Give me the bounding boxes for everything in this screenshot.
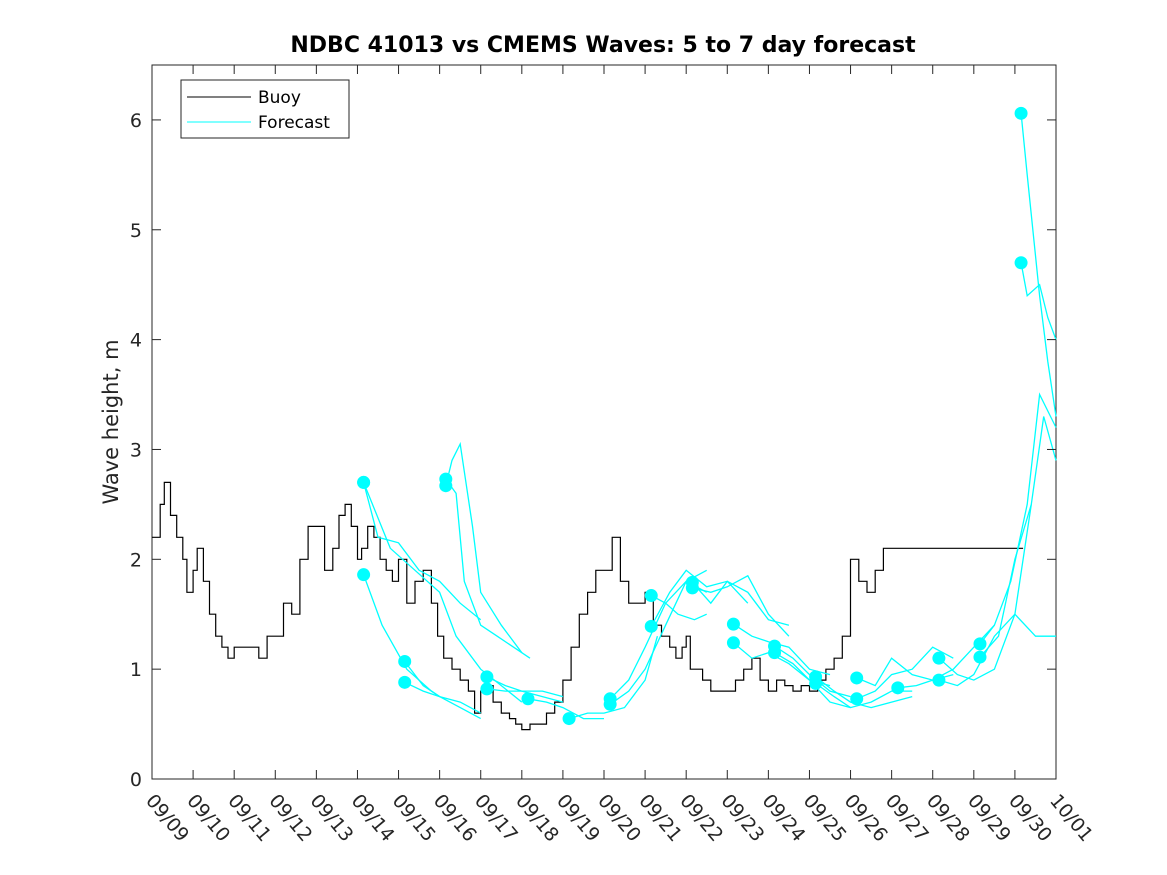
forecast-start-marker-10 — [521, 692, 535, 706]
x-tick-label: 09/25 — [799, 790, 851, 846]
forecast-start-marker-27 — [932, 651, 946, 665]
legend-buoy-label: Buoy — [258, 88, 301, 108]
x-tick-label: 09/12 — [264, 790, 316, 846]
forecast-start-marker-11 — [562, 712, 576, 726]
x-tick-label: 09/10 — [182, 790, 234, 846]
y-tick-label: 0 — [130, 769, 142, 791]
forecast-start-marker-8 — [480, 670, 494, 684]
forecast-series-line-16 — [692, 574, 790, 637]
forecast-start-marker-7 — [439, 479, 453, 493]
forecast-start-marker-28 — [932, 673, 946, 687]
forecast-series-line-28 — [938, 613, 1056, 687]
forecast-series-line-31 — [1020, 113, 1057, 417]
forecast-start-marker-1 — [357, 568, 371, 582]
forecast-start-marker-25 — [850, 692, 864, 706]
x-tick-label: 09/15 — [388, 790, 440, 846]
legend-forecast-label: Forecast — [258, 113, 330, 133]
forecast-start-marker-5 — [398, 675, 412, 689]
forecast-series-line-17 — [691, 580, 790, 626]
x-tick-label: 09/24 — [758, 790, 810, 846]
x-tick-label: 09/09 — [141, 790, 193, 846]
plot-area — [151, 64, 1057, 780]
y-axis-label: Wave height, m — [99, 339, 123, 504]
forecast-start-marker-26 — [891, 681, 905, 695]
forecast-series-line-29 — [979, 392, 1057, 645]
x-tick-label: 09/27 — [881, 790, 933, 846]
axes-box — [151, 64, 1057, 780]
forecast-series-line-6 — [445, 478, 531, 659]
chart-title: NDBC 41013 vs CMEMS Waves: 5 to 7 day fo… — [290, 33, 916, 58]
legend-box — [180, 79, 350, 139]
y-axis: 0 1 2 3 4 5 6 — [130, 110, 1056, 791]
forecast-start-marker-4 — [398, 654, 412, 668]
forecast-start-marker-29 — [973, 637, 987, 651]
forecast-series-line-30 — [979, 416, 1057, 658]
x-tick-label: 09/11 — [223, 790, 275, 846]
y-tick-label: 5 — [130, 220, 142, 242]
buoy-series-line — [152, 481, 1024, 731]
forecast-series-line-7 — [445, 441, 523, 654]
forecast-start-marker-13 — [603, 692, 617, 706]
forecast-series-line-3 — [362, 482, 523, 703]
x-tick-label: 09/17 — [470, 790, 522, 846]
forecast-start-marker-24 — [850, 671, 864, 685]
forecast-series-line-11 — [568, 636, 659, 720]
forecast-start-marker-15 — [644, 619, 658, 633]
y-tick-label: 6 — [130, 110, 142, 132]
forecast-start-marker-19 — [726, 636, 740, 650]
forecast-start-marker-32 — [1014, 256, 1028, 270]
forecast-series-line-14 — [650, 595, 707, 621]
forecast-start-marker-21 — [768, 646, 782, 660]
x-tick-label: 09/18 — [511, 790, 563, 846]
y-tick-label: 4 — [130, 330, 142, 352]
x-tick-label: 09/14 — [347, 790, 399, 846]
x-tick-label: 09/20 — [593, 790, 645, 846]
y-tick-label: 2 — [130, 549, 142, 571]
forecast-series-line-21 — [774, 652, 851, 709]
x-tick-label: 09/30 — [1004, 790, 1056, 846]
forecast-start-marker-31 — [1014, 106, 1028, 120]
x-tick-label: 09/16 — [429, 790, 481, 846]
x-tick-label: 09/21 — [634, 790, 686, 846]
forecast-series-line-5 — [404, 681, 482, 714]
forecast-start-marker-30 — [973, 650, 987, 664]
forecast-start-marker-17 — [685, 575, 699, 589]
forecast-series-line-25 — [856, 646, 954, 700]
forecast-series-line-32 — [1020, 262, 1057, 340]
x-tick-label: 09/29 — [963, 790, 1015, 846]
forecast-series-line-2 — [362, 482, 482, 621]
forecast-start-marker-3 — [357, 475, 371, 489]
x-tick-label: 09/13 — [306, 790, 358, 846]
buoy-layer — [152, 481, 1024, 731]
forecast-start-marker-18 — [726, 617, 740, 631]
forecast-series-line-27 — [938, 504, 1032, 681]
marker-layer — [357, 106, 1028, 726]
forecast-series-line-9 — [486, 688, 564, 703]
legend: Buoy Forecast — [180, 79, 350, 139]
forecast-series-line-10 — [527, 698, 604, 720]
x-tick-label: 09/26 — [840, 790, 892, 846]
y-tick-label: 3 — [130, 439, 142, 461]
x-tick-label: 09/19 — [552, 790, 604, 846]
x-tick-label: 09/23 — [716, 790, 768, 846]
forecast-start-marker-9 — [480, 682, 494, 696]
x-tick-label: 10/01 — [1045, 790, 1097, 846]
y-tick-label: 1 — [130, 659, 142, 681]
x-tick-label: 09/22 — [675, 790, 727, 846]
forecast-start-marker-14 — [644, 589, 658, 603]
x-tick-label: 09/28 — [922, 790, 974, 846]
forecast-start-marker-23 — [809, 676, 823, 690]
